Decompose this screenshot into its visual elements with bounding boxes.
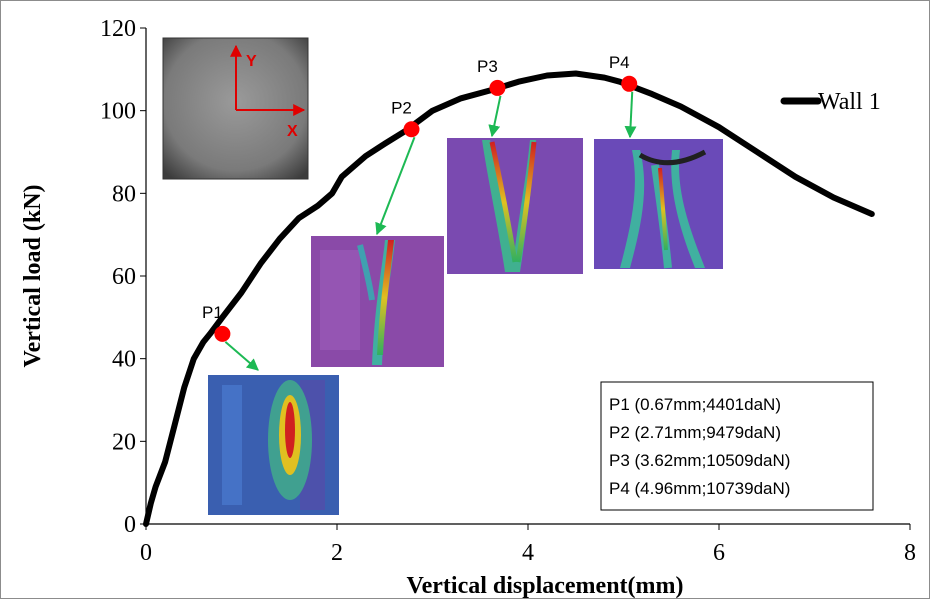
annotation-line-p1: P1 (0.67mm;4401daN) [609, 395, 781, 414]
y-tick-label: 120 [100, 16, 136, 42]
x-direction-label: X [287, 123, 298, 140]
point-label-p4: P4 [609, 53, 630, 72]
annotation-box: P1 (0.67mm;4401daN) P2 (2.71mm;9479daN) … [600, 381, 874, 511]
point-arrows [224, 91, 637, 371]
y-tick-label: 40 [112, 347, 136, 373]
x-tick-label: 0 [140, 540, 152, 566]
y-tick-label: 20 [112, 429, 136, 455]
point-label-p2: P2 [391, 98, 412, 117]
strain-field-image-p3 [447, 138, 583, 274]
legend-label-wall-1: Wall 1 [818, 89, 881, 115]
y-tick-label: 0 [124, 512, 136, 538]
point-marker-p2 [403, 121, 420, 138]
strain-field-image-p2 [311, 236, 444, 367]
y-direction-label: Y [246, 53, 257, 70]
legend: Wall 1 [780, 89, 881, 115]
x-tick-label: 6 [713, 540, 725, 566]
y-tick-label: 60 [112, 264, 136, 290]
x-tick-label: 4 [522, 540, 534, 566]
arrow-p2 [375, 136, 416, 236]
point-label-p3: P3 [477, 57, 498, 76]
annotation-line-p4: P4 (4.96mm;10739daN) [609, 479, 790, 498]
y-axis-title: Vertical load (kN) [20, 184, 46, 367]
x-tick-label: 2 [331, 540, 343, 566]
arrow-p3 [488, 95, 502, 138]
point-label-p1: P1 [202, 303, 223, 322]
point-marker-p4 [621, 75, 638, 92]
annotation-line-p3: P3 (3.62mm;10509daN) [609, 451, 790, 470]
y-tick-label: 80 [112, 181, 136, 207]
x-axis-title: Vertical displacement(mm) [406, 573, 683, 599]
point-marker-p3 [489, 79, 506, 96]
arrow-p1 [224, 341, 259, 371]
y-tick-label: 100 [100, 99, 136, 125]
series-line-wall-1 [143, 70, 875, 527]
strain-field-image-p1 [208, 375, 339, 515]
x-tick-label: 8 [904, 540, 916, 566]
key-points: P1 P2 P3 P4 [202, 53, 638, 342]
arrow-p4 [624, 91, 637, 139]
strain-field-image-p4 [594, 139, 723, 269]
annotation-line-p2: P2 (2.71mm;9479daN) [609, 423, 781, 442]
reference-specimen-image: Y X [162, 37, 309, 180]
point-marker-p1 [214, 325, 231, 342]
